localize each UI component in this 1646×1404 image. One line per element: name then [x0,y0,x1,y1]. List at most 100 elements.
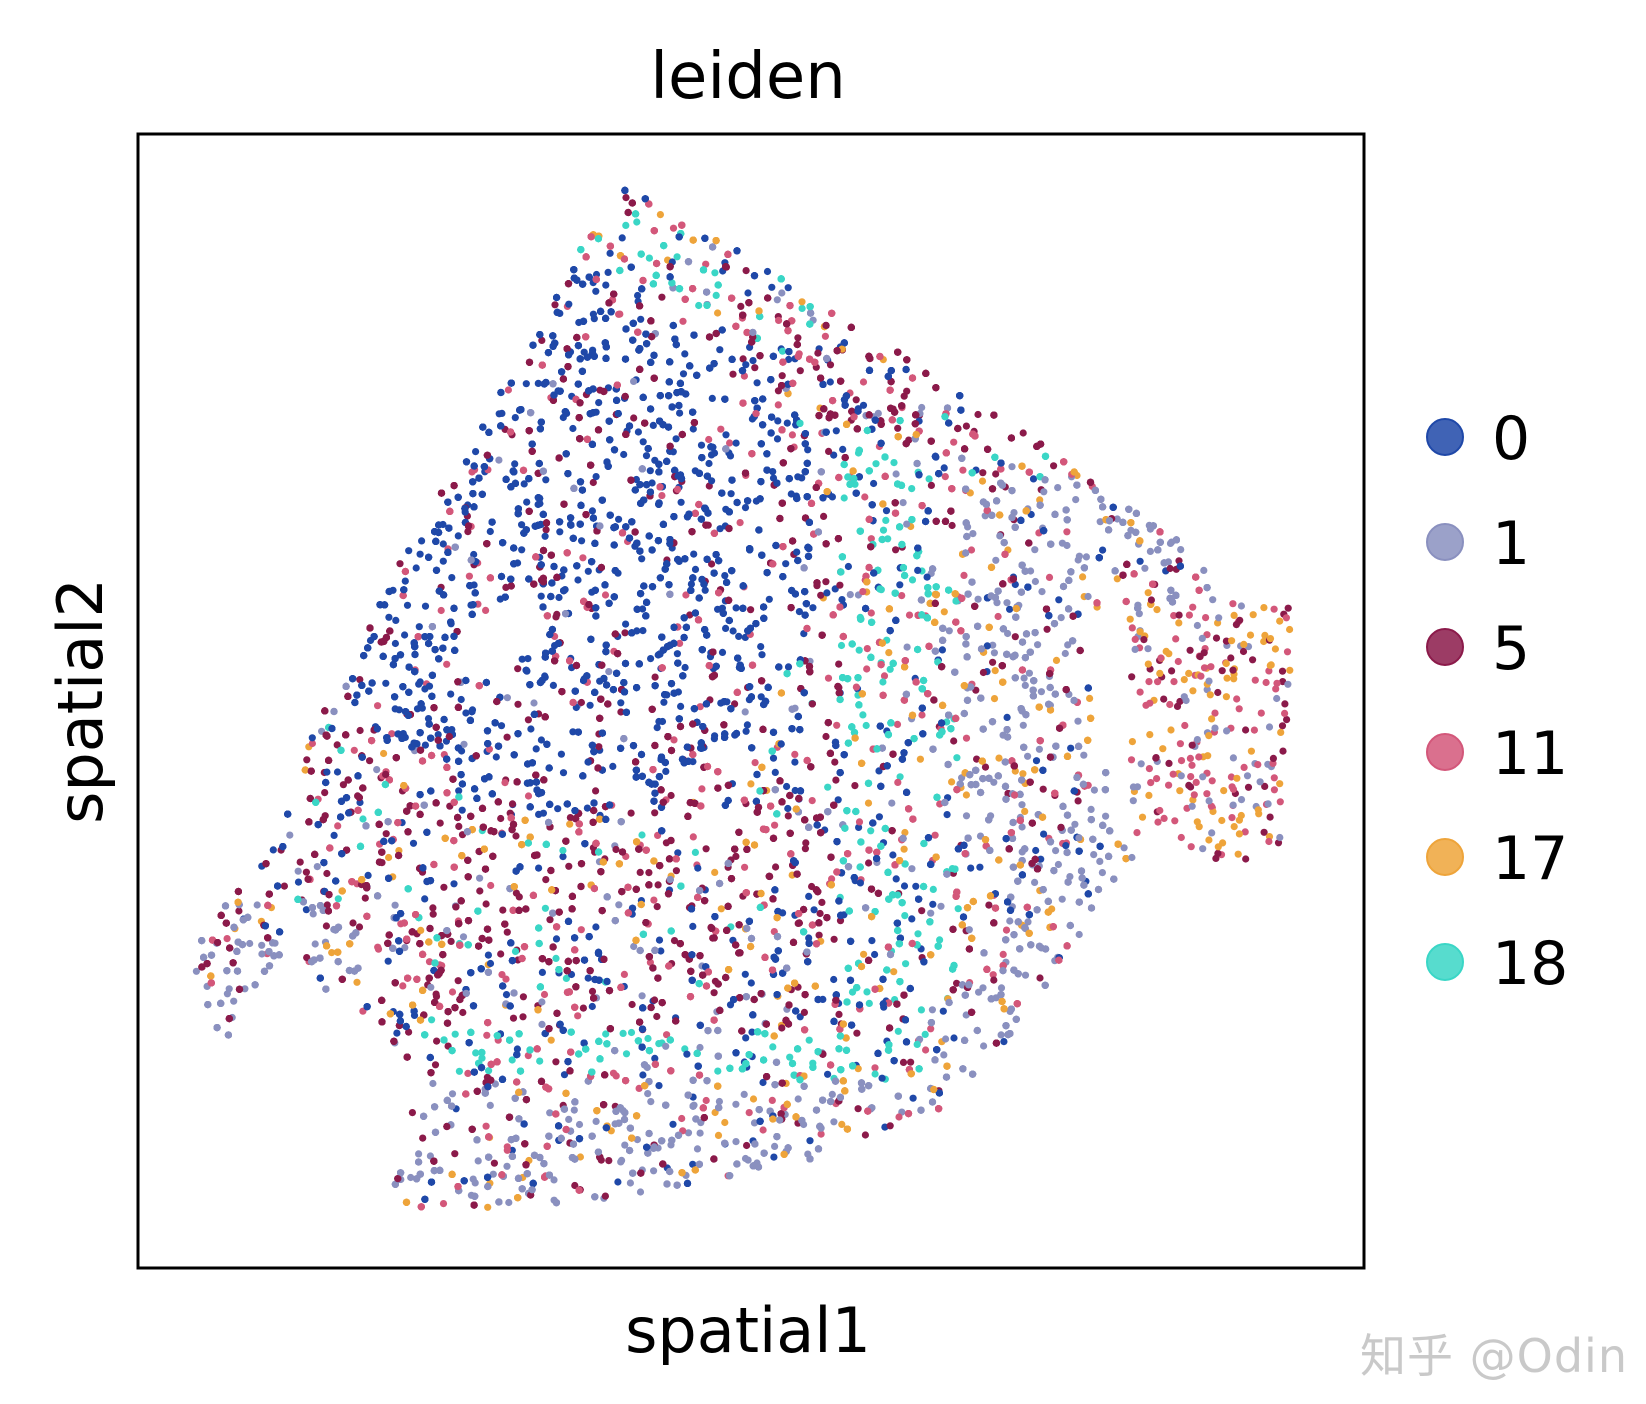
scatter-point-cluster-0 [744,289,752,297]
scatter-point-cluster-1 [732,1138,740,1146]
scatter-point-cluster-5 [321,789,329,797]
scatter-point-cluster-18 [917,1006,926,1014]
scatter-point-cluster-0 [694,864,702,872]
scatter-point-cluster-11 [867,535,875,543]
scatter-point-cluster-18 [428,1016,436,1024]
scatter-point-cluster-5 [339,781,347,789]
scatter-point-cluster-17 [864,799,873,807]
scatter-point-cluster-5 [865,859,873,867]
scatter-point-cluster-11 [859,378,868,386]
scatter-point-cluster-11 [679,317,687,325]
scatter-point-cluster-0 [450,880,458,888]
scatter-point-cluster-1 [965,926,973,934]
scatter-point-cluster-18 [769,1043,777,1051]
scatter-point-cluster-11 [698,785,706,793]
scatter-point-cluster-5 [432,992,441,1001]
scatter-point-cluster-1 [693,1145,702,1153]
scatter-point-cluster-0 [875,813,884,821]
scatter-point-cluster-11 [791,750,799,759]
scatter-point-cluster-0 [425,682,434,690]
scatter-point-cluster-0 [513,1045,522,1053]
scatter-point-cluster-1 [630,942,638,951]
scatter-point-cluster-1 [550,1176,558,1184]
scatter-point-cluster-18 [778,347,787,355]
scatter-point-cluster-11 [646,958,655,967]
scatter-point-cluster-17 [717,905,725,913]
scatter-point-cluster-11 [669,224,678,232]
scatter-point-cluster-5 [499,906,507,914]
scatter-point-cluster-5 [836,917,845,925]
scatter-point-cluster-0 [595,399,603,407]
scatter-point-cluster-1 [741,708,749,716]
scatter-point-cluster-0 [555,593,563,602]
scatter-point-cluster-11 [689,833,697,841]
scatter-point-cluster-0 [524,655,532,663]
scatter-point-cluster-5 [672,867,681,875]
scatter-point-cluster-18 [638,831,646,839]
scatter-point-cluster-0 [638,555,646,563]
scatter-point-cluster-5 [551,301,559,309]
scatter-point-cluster-5 [710,989,718,997]
scatter-point-cluster-18 [334,895,342,903]
scatter-point-cluster-0 [769,754,778,762]
scatter-point-cluster-17 [714,309,722,317]
scatter-point-cluster-1 [538,1020,546,1028]
scatter-point-cluster-0 [889,851,897,859]
scatter-point-cluster-1 [1021,971,1030,979]
scatter-point-cluster-1 [942,1035,950,1043]
scatter-point-cluster-0 [749,357,757,365]
scatter-point-cluster-17 [656,211,665,219]
scatter-point-cluster-0 [592,473,600,481]
scatter-point-cluster-0 [940,464,948,472]
scatter-point-cluster-0 [497,722,506,730]
scatter-point-cluster-18 [871,1070,879,1078]
scatter-point-cluster-0 [541,532,549,540]
scatter-point-cluster-1 [1075,552,1083,560]
scatter-point-cluster-1 [969,530,977,538]
scatter-point-cluster-1 [1040,488,1048,496]
scatter-point-cluster-0 [768,283,776,291]
scatter-point-cluster-1 [373,766,381,774]
scatter-point-cluster-0 [330,831,338,840]
scatter-point-cluster-5 [747,606,755,614]
scatter-point-cluster-17 [385,853,393,862]
scatter-point-cluster-5 [1019,429,1027,437]
scatter-point-cluster-0 [912,882,920,890]
scatter-point-cluster-5 [739,355,747,363]
scatter-point-cluster-0 [511,460,519,468]
scatter-point-cluster-5 [538,336,546,344]
scatter-point-cluster-0 [421,741,429,749]
scatter-point-cluster-0 [1055,596,1063,604]
scatter-point-cluster-1 [570,1106,578,1114]
scatter-point-cluster-1 [491,1080,499,1088]
scatter-point-cluster-11 [524,792,533,800]
scatter-point-cluster-0 [741,970,749,978]
scatter-point-cluster-0 [639,438,647,446]
scatter-point-cluster-1 [644,1090,652,1098]
scatter-point-cluster-1 [429,1079,437,1088]
scatter-point-cluster-0 [634,428,643,436]
scatter-point-cluster-5 [784,812,792,820]
scatter-point-cluster-17 [1052,656,1061,665]
scatter-point-cluster-11 [650,896,658,904]
scatter-point-cluster-5 [651,809,659,817]
scatter-point-cluster-0 [662,767,670,776]
scatter-point-cluster-1 [1071,820,1079,828]
scatter-point-cluster-0 [588,507,597,515]
scatter-point-cluster-0 [454,532,462,540]
scatter-point-cluster-18 [673,253,681,261]
scatter-point-cluster-17 [380,749,388,758]
scatter-point-cluster-11 [959,466,967,474]
scatter-point-cluster-1 [996,532,1004,540]
scatter-point-cluster-11 [905,611,914,619]
scatter-point-cluster-11 [871,1064,879,1072]
scatter-point-cluster-11 [751,759,759,767]
scatter-point-cluster-0 [472,448,480,456]
scatter-point-cluster-0 [742,1034,750,1042]
scatter-point-cluster-17 [353,978,361,986]
scatter-point-cluster-0 [856,879,865,887]
scatter-point-cluster-5 [651,996,659,1004]
scatter-point-cluster-5 [778,1024,786,1032]
scatter-point-cluster-0 [794,473,802,481]
scatter-point-cluster-0 [604,268,612,276]
